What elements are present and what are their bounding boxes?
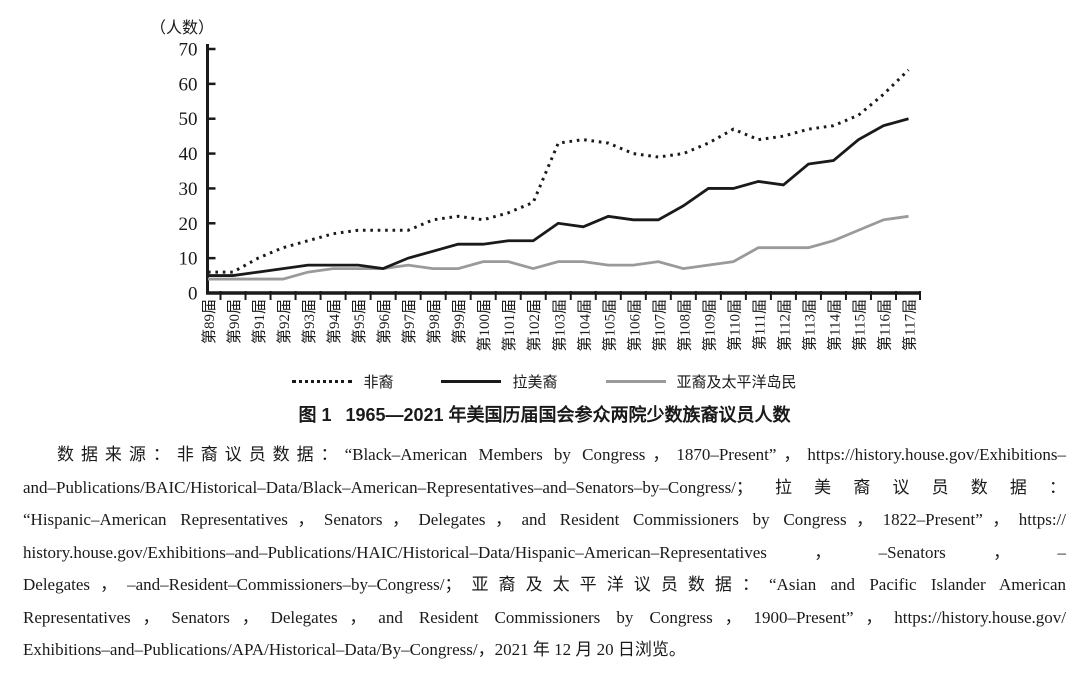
source-note-line: history.house.gov/Exhibitions–and–Public… — [23, 542, 1066, 562]
source-note-line: “Hispanic–American Representatives，Senat… — [23, 510, 1066, 529]
source-note-line: Exhibitions–and–Publications/APA/Histori… — [23, 640, 686, 659]
chart-legend: 非裔 拉美裔 亚裔及太平洋岛民 — [0, 369, 1089, 393]
svg-text:10: 10 — [179, 249, 198, 270]
figure-caption-label: 图 1 — [298, 405, 332, 425]
legend-label: 拉美裔 — [512, 373, 558, 391]
legend-label: 亚裔及太平洋岛民 — [676, 373, 797, 391]
svg-text:60: 60 — [179, 74, 198, 95]
svg-text:第107届: 第107届 — [650, 299, 668, 352]
svg-text:30: 30 — [179, 179, 198, 200]
legend-item-hispanic-americans: 拉美裔 — [441, 371, 558, 392]
legend-label: 非裔 — [363, 373, 394, 391]
source-note-line: 数据来源：非裔议员数据：“Black–American Members by C… — [57, 445, 1066, 464]
dotted-line-swatch-icon — [292, 379, 353, 383]
line-chart: （人数） 0 10 20 30 40 50 60 70 第89届 第90届 第91届 第92届 第93届第… — [150, 19, 921, 352]
svg-text:第93届: 第93届 — [300, 299, 318, 344]
svg-text:第95届: 第95届 — [350, 299, 368, 344]
svg-text:第117届: 第117届 — [901, 299, 919, 351]
svg-text:第96届: 第96届 — [375, 299, 393, 344]
svg-text:第102届: 第102届 — [525, 299, 543, 352]
svg-text:第110届: 第110届 — [725, 299, 743, 351]
svg-text:50: 50 — [179, 109, 198, 130]
legend-item-asian-pacific-islanders: 亚裔及太平洋岛民 — [605, 371, 797, 392]
svg-text:第98届: 第98届 — [425, 299, 443, 344]
solid-line-swatch-icon — [441, 379, 502, 383]
svg-text:70: 70 — [179, 40, 198, 61]
svg-text:20: 20 — [179, 214, 198, 235]
svg-text:第91届: 第91届 — [250, 299, 268, 344]
source-note-line: Delegates，–and–Resident–Commissioners–by… — [23, 575, 1066, 594]
svg-text:第104届: 第104届 — [575, 299, 593, 352]
svg-text:第114届: 第114届 — [825, 299, 843, 351]
svg-text:第100届: 第100届 — [475, 299, 493, 352]
source-note: 数据来源：非裔议员数据：“Black–American Members by C… — [23, 439, 1066, 667]
legend-item-black-americans: 非裔 — [292, 371, 393, 392]
svg-text:第94届: 第94届 — [325, 299, 343, 344]
svg-text:第105届: 第105届 — [600, 299, 618, 352]
svg-text:第113届: 第113届 — [800, 299, 818, 351]
figure-caption: 图 1 1965—2021 年美国历届国会参众两院少数族裔议员人数 — [0, 401, 1089, 425]
gray-line-swatch-icon — [605, 379, 666, 383]
svg-text:第97届: 第97届 — [400, 299, 418, 344]
figure-caption-title: 1965—2021 年美国历届国会参众两院少数族裔议员人数 — [345, 405, 791, 425]
svg-text:第108届: 第108届 — [675, 299, 693, 352]
svg-text:第116届: 第116届 — [875, 299, 893, 351]
svg-text:第115届: 第115届 — [850, 299, 868, 351]
source-note-line: Representatives，Senators，Delegates，and R… — [23, 607, 1066, 627]
svg-text:第101届: 第101届 — [500, 299, 518, 352]
svg-text:第106届: 第106届 — [625, 299, 643, 352]
svg-text:40: 40 — [179, 144, 198, 165]
svg-text:第90届: 第90届 — [225, 299, 243, 344]
source-note-line: and–Publications/BAIC/Historical–Data/Bl… — [23, 477, 1066, 497]
line-chart-svg: （人数）010203040506070第89届 第90届 第91届 第92届 第93届第… — [150, 19, 921, 352]
svg-text:第99届: 第99届 — [450, 299, 468, 344]
svg-text:0: 0 — [188, 284, 198, 305]
svg-text:第103届: 第103届 — [550, 299, 568, 352]
svg-text:第109届: 第109届 — [700, 299, 718, 352]
svg-text:第111届: 第111届 — [750, 299, 768, 350]
svg-text:第112届: 第112届 — [775, 299, 793, 351]
svg-text:第89届: 第89届 — [200, 299, 218, 344]
svg-text:第92届: 第92届 — [275, 299, 293, 344]
svg-text:（人数）: （人数） — [150, 19, 214, 37]
